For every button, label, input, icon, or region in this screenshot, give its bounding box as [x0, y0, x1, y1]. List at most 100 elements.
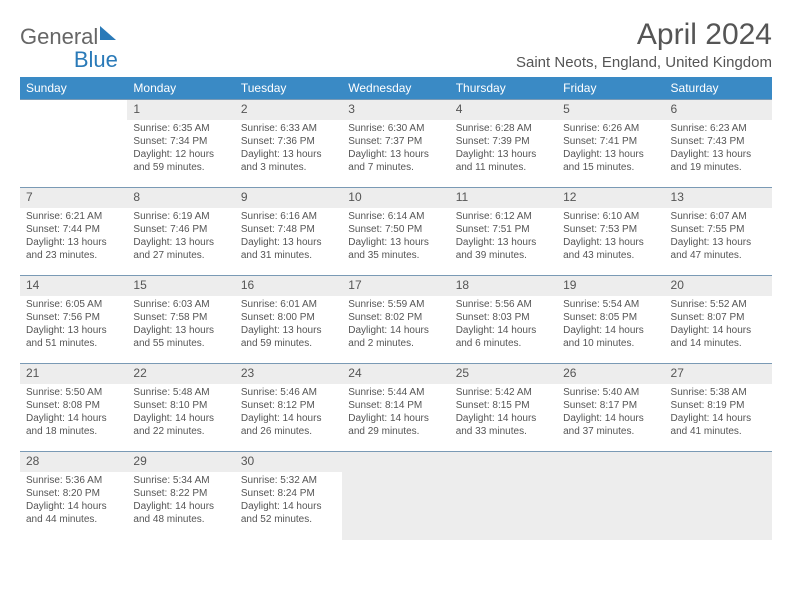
calendar-cell: 19Sunrise: 5:54 AMSunset: 8:05 PMDayligh…	[557, 276, 664, 364]
calendar-cell: 17Sunrise: 5:59 AMSunset: 8:02 PMDayligh…	[342, 276, 449, 364]
sunset-line: Sunset: 7:53 PM	[563, 223, 658, 236]
calendar-week-row: 28Sunrise: 5:36 AMSunset: 8:20 PMDayligh…	[20, 452, 772, 540]
calendar-body: 1Sunrise: 6:35 AMSunset: 7:34 PMDaylight…	[20, 100, 772, 540]
calendar-cell: 12Sunrise: 6:10 AMSunset: 7:53 PMDayligh…	[557, 188, 664, 276]
sunset-line: Sunset: 7:50 PM	[348, 223, 443, 236]
sunset-line: Sunset: 8:05 PM	[563, 311, 658, 324]
daylight-line: Daylight: 14 hours and 6 minutes.	[456, 324, 551, 350]
day-of-week-header: Tuesday	[235, 77, 342, 100]
day-of-week-header: Monday	[127, 77, 234, 100]
day-number: 16	[235, 276, 342, 296]
calendar-cell	[342, 452, 449, 540]
daylight-line: Daylight: 13 hours and 31 minutes.	[241, 236, 336, 262]
sunset-line: Sunset: 7:58 PM	[133, 311, 228, 324]
calendar-cell: 3Sunrise: 6:30 AMSunset: 7:37 PMDaylight…	[342, 100, 449, 188]
daylight-line: Daylight: 14 hours and 22 minutes.	[133, 412, 228, 438]
day-number: 5	[557, 100, 664, 120]
sunset-line: Sunset: 7:37 PM	[348, 135, 443, 148]
calendar-cell: 5Sunrise: 6:26 AMSunset: 7:41 PMDaylight…	[557, 100, 664, 188]
sunrise-line: Sunrise: 5:52 AM	[671, 298, 766, 311]
logo-text-blue: Blue	[74, 47, 118, 72]
day-number: 12	[557, 188, 664, 208]
day-number: 7	[20, 188, 127, 208]
sunset-line: Sunset: 8:02 PM	[348, 311, 443, 324]
calendar-cell: 28Sunrise: 5:36 AMSunset: 8:20 PMDayligh…	[20, 452, 127, 540]
sunset-line: Sunset: 8:00 PM	[241, 311, 336, 324]
calendar-cell: 30Sunrise: 5:32 AMSunset: 8:24 PMDayligh…	[235, 452, 342, 540]
calendar-cell: 24Sunrise: 5:44 AMSunset: 8:14 PMDayligh…	[342, 364, 449, 452]
day-of-week-header: Thursday	[450, 77, 557, 100]
sunrise-line: Sunrise: 5:44 AM	[348, 386, 443, 399]
daylight-line: Daylight: 13 hours and 15 minutes.	[563, 148, 658, 174]
daylight-line: Daylight: 13 hours and 11 minutes.	[456, 148, 551, 174]
daylight-line: Daylight: 14 hours and 41 minutes.	[671, 412, 766, 438]
day-number: 15	[127, 276, 234, 296]
sunrise-line: Sunrise: 6:30 AM	[348, 122, 443, 135]
day-number: 2	[235, 100, 342, 120]
day-number: 28	[20, 452, 127, 472]
sunset-line: Sunset: 8:14 PM	[348, 399, 443, 412]
daylight-line: Daylight: 14 hours and 52 minutes.	[241, 500, 336, 526]
daylight-line: Daylight: 13 hours and 39 minutes.	[456, 236, 551, 262]
sunrise-line: Sunrise: 5:46 AM	[241, 386, 336, 399]
calendar-cell: 21Sunrise: 5:50 AMSunset: 8:08 PMDayligh…	[20, 364, 127, 452]
sunrise-line: Sunrise: 6:07 AM	[671, 210, 766, 223]
sunset-line: Sunset: 8:15 PM	[456, 399, 551, 412]
calendar-week-row: 7Sunrise: 6:21 AMSunset: 7:44 PMDaylight…	[20, 188, 772, 276]
sunset-line: Sunset: 7:43 PM	[671, 135, 766, 148]
day-of-week-header: Friday	[557, 77, 664, 100]
day-number: 24	[342, 364, 449, 384]
calendar-cell: 8Sunrise: 6:19 AMSunset: 7:46 PMDaylight…	[127, 188, 234, 276]
sunrise-line: Sunrise: 6:35 AM	[133, 122, 228, 135]
sunset-line: Sunset: 8:24 PM	[241, 487, 336, 500]
sunrise-line: Sunrise: 6:19 AM	[133, 210, 228, 223]
day-number: 19	[557, 276, 664, 296]
daylight-line: Daylight: 13 hours and 35 minutes.	[348, 236, 443, 262]
calendar-cell: 4Sunrise: 6:28 AMSunset: 7:39 PMDaylight…	[450, 100, 557, 188]
calendar-week-row: 21Sunrise: 5:50 AMSunset: 8:08 PMDayligh…	[20, 364, 772, 452]
sunset-line: Sunset: 7:51 PM	[456, 223, 551, 236]
day-number: 14	[20, 276, 127, 296]
day-number: 17	[342, 276, 449, 296]
calendar-cell: 1Sunrise: 6:35 AMSunset: 7:34 PMDaylight…	[127, 100, 234, 188]
daylight-line: Daylight: 14 hours and 18 minutes.	[26, 412, 121, 438]
sunset-line: Sunset: 8:03 PM	[456, 311, 551, 324]
calendar-week-row: 1Sunrise: 6:35 AMSunset: 7:34 PMDaylight…	[20, 100, 772, 188]
day-number: 25	[450, 364, 557, 384]
sunset-line: Sunset: 8:22 PM	[133, 487, 228, 500]
sunset-line: Sunset: 7:48 PM	[241, 223, 336, 236]
days-of-week-row: SundayMondayTuesdayWednesdayThursdayFrid…	[20, 77, 772, 100]
day-number: 4	[450, 100, 557, 120]
daylight-line: Daylight: 14 hours and 33 minutes.	[456, 412, 551, 438]
sunrise-line: Sunrise: 5:42 AM	[456, 386, 551, 399]
calendar-cell	[557, 452, 664, 540]
calendar-cell: 6Sunrise: 6:23 AMSunset: 7:43 PMDaylight…	[665, 100, 772, 188]
daylight-line: Daylight: 13 hours and 27 minutes.	[133, 236, 228, 262]
calendar-cell: 23Sunrise: 5:46 AMSunset: 8:12 PMDayligh…	[235, 364, 342, 452]
logo: General	[20, 18, 116, 50]
sunrise-line: Sunrise: 5:48 AM	[133, 386, 228, 399]
sunset-line: Sunset: 7:55 PM	[671, 223, 766, 236]
day-of-week-header: Wednesday	[342, 77, 449, 100]
sunrise-line: Sunrise: 6:05 AM	[26, 298, 121, 311]
day-number: 21	[20, 364, 127, 384]
logo-blue-row: GeneBlue	[20, 47, 772, 73]
calendar-cell: 7Sunrise: 6:21 AMSunset: 7:44 PMDaylight…	[20, 188, 127, 276]
calendar-cell: 2Sunrise: 6:33 AMSunset: 7:36 PMDaylight…	[235, 100, 342, 188]
sunrise-line: Sunrise: 6:23 AM	[671, 122, 766, 135]
calendar-cell: 9Sunrise: 6:16 AMSunset: 7:48 PMDaylight…	[235, 188, 342, 276]
sunrise-line: Sunrise: 5:34 AM	[133, 474, 228, 487]
sunrise-line: Sunrise: 5:54 AM	[563, 298, 658, 311]
sunrise-line: Sunrise: 6:12 AM	[456, 210, 551, 223]
sunrise-line: Sunrise: 5:32 AM	[241, 474, 336, 487]
day-number: 18	[450, 276, 557, 296]
day-number: 8	[127, 188, 234, 208]
calendar-cell: 27Sunrise: 5:38 AMSunset: 8:19 PMDayligh…	[665, 364, 772, 452]
sunset-line: Sunset: 7:56 PM	[26, 311, 121, 324]
sunset-line: Sunset: 7:36 PM	[241, 135, 336, 148]
daylight-line: Daylight: 14 hours and 48 minutes.	[133, 500, 228, 526]
daylight-line: Daylight: 13 hours and 7 minutes.	[348, 148, 443, 174]
sunrise-line: Sunrise: 6:14 AM	[348, 210, 443, 223]
calendar-cell: 20Sunrise: 5:52 AMSunset: 8:07 PMDayligh…	[665, 276, 772, 364]
calendar-cell: 22Sunrise: 5:48 AMSunset: 8:10 PMDayligh…	[127, 364, 234, 452]
